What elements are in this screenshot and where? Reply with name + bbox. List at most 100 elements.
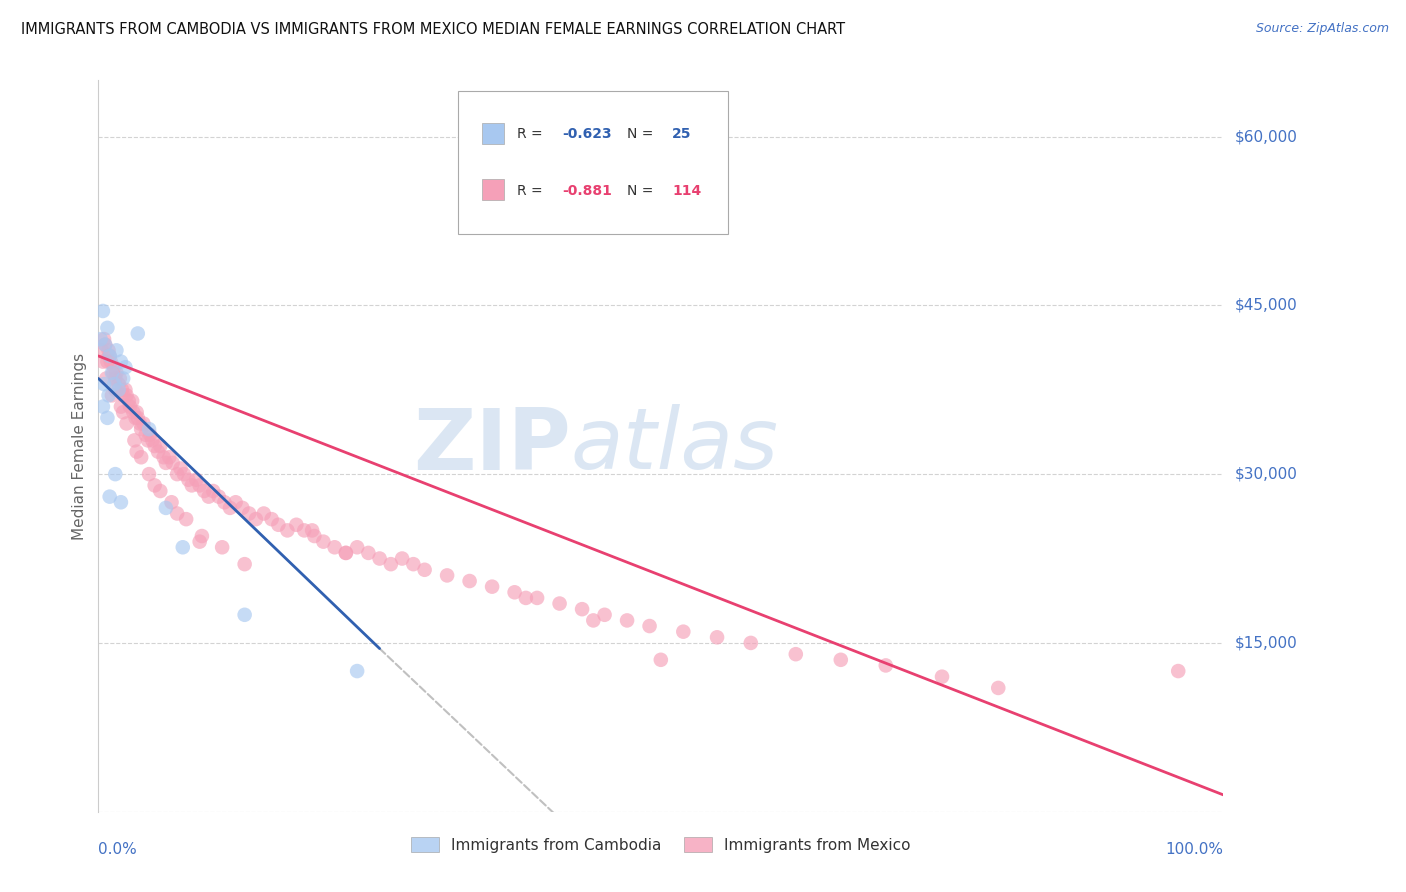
Point (650, 653, 672, 667)
Point (202, 483, 225, 498)
Point (211, 541, 233, 555)
Point (127, 410, 149, 425)
Point (357, 546, 380, 560)
Point (177, 473, 200, 487)
Point (436, 568, 458, 582)
Point (335, 546, 357, 560)
Text: -0.881: -0.881 (562, 184, 612, 198)
Point (219, 500, 242, 515)
Point (672, 624, 695, 639)
Point (285, 517, 308, 532)
Point (115, 417, 138, 431)
Point (107, 383, 129, 397)
Point (166, 507, 188, 521)
Point (98, 490, 121, 504)
Point (526, 591, 548, 605)
Point (186, 473, 208, 487)
Point (100, 354, 122, 368)
Point (391, 551, 413, 566)
Point (98, 349, 121, 363)
Point (162, 456, 184, 470)
Point (830, 653, 852, 667)
Point (103, 377, 125, 392)
Point (90, 343, 112, 358)
Point (111, 383, 134, 397)
FancyBboxPatch shape (482, 123, 505, 144)
Point (458, 574, 481, 588)
Point (152, 450, 174, 465)
Point (304, 529, 326, 543)
Point (101, 388, 124, 402)
Point (112, 371, 135, 385)
Point (129, 450, 152, 465)
Point (172, 541, 194, 555)
Point (129, 422, 152, 436)
Point (112, 388, 135, 402)
Point (197, 490, 219, 504)
Point (132, 417, 155, 431)
Point (1167, 664, 1189, 678)
Point (118, 400, 141, 414)
Text: -0.623: -0.623 (562, 128, 612, 142)
Point (481, 580, 503, 594)
Point (91, 304, 114, 318)
Text: Source: ZipAtlas.com: Source: ZipAtlas.com (1256, 22, 1389, 36)
Point (260, 512, 283, 526)
Point (166, 467, 188, 482)
Point (101, 366, 124, 380)
Point (174, 512, 197, 526)
Point (571, 602, 593, 616)
Point (193, 483, 215, 498)
Point (96, 354, 118, 368)
Point (548, 597, 571, 611)
Point (233, 607, 256, 622)
Point (188, 534, 211, 549)
Point (267, 517, 290, 532)
Point (238, 507, 260, 521)
Point (138, 467, 160, 482)
Point (503, 585, 526, 599)
Point (104, 383, 127, 397)
Point (346, 541, 368, 555)
Text: atlas: atlas (571, 404, 779, 488)
Point (225, 495, 247, 509)
Text: 100.0%: 100.0% (1166, 842, 1223, 857)
Point (103, 360, 125, 375)
Point (875, 658, 897, 673)
Point (96, 321, 118, 335)
Point (90, 332, 112, 346)
Point (104, 467, 127, 482)
Point (105, 366, 128, 380)
Point (143, 478, 166, 492)
Point (931, 670, 953, 684)
Point (91, 354, 114, 368)
Point (107, 377, 129, 392)
Point (122, 405, 145, 419)
Text: R =: R = (517, 128, 547, 142)
Point (515, 591, 537, 605)
Point (346, 664, 368, 678)
Point (253, 507, 276, 521)
Point (157, 450, 180, 465)
Point (138, 422, 160, 436)
Point (125, 405, 148, 419)
Point (245, 512, 267, 526)
Point (93, 377, 115, 392)
Point (114, 383, 136, 397)
Point (276, 524, 298, 538)
Point (94, 337, 117, 351)
Point (110, 495, 132, 509)
Point (112, 405, 135, 419)
Point (208, 490, 231, 504)
Point (110, 400, 132, 414)
Point (91, 400, 114, 414)
Text: N =: N = (627, 184, 658, 198)
Text: ZIP: ZIP (413, 404, 571, 488)
Point (191, 529, 214, 543)
Point (402, 557, 425, 571)
Point (125, 444, 148, 458)
Point (136, 434, 159, 448)
Point (124, 434, 146, 448)
Point (101, 366, 124, 380)
Text: IMMIGRANTS FROM CAMBODIA VS IMMIGRANTS FROM MEXICO MEDIAN FEMALE EARNINGS CORREL: IMMIGRANTS FROM CAMBODIA VS IMMIGRANTS F… (21, 22, 845, 37)
